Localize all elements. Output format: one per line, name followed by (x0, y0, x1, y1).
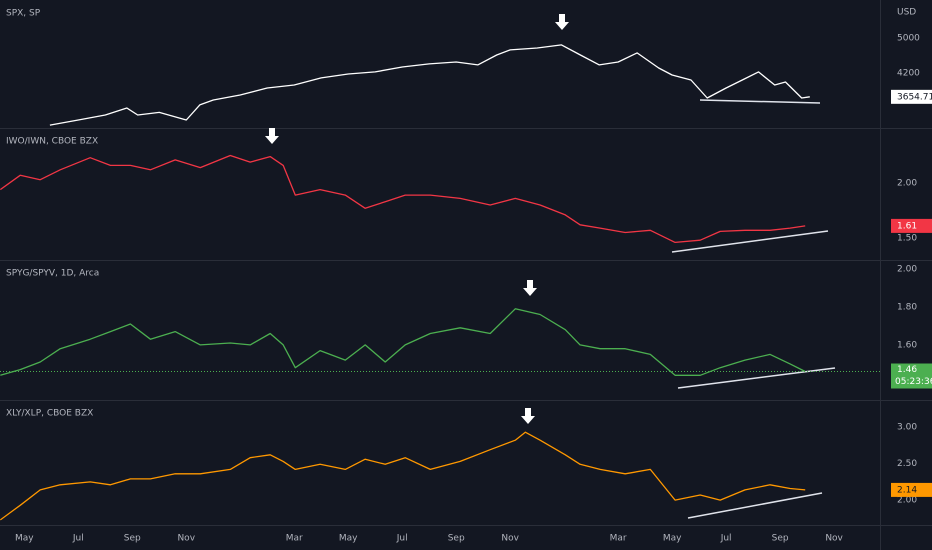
x-tick-label: Sep (448, 534, 465, 544)
arrows (265, 14, 569, 424)
last-value-label: 1.61 (897, 221, 917, 231)
trend-line (677, 367, 836, 389)
price-line (0, 431, 806, 521)
arrow (555, 14, 569, 30)
y-tick-label: 1.80 (897, 302, 917, 312)
panel-title: SPYG/SPYV, 1D, Arca (6, 269, 99, 279)
last-value-box (891, 363, 932, 389)
unit-label: USD (897, 8, 916, 18)
countdown: 05:23:36 (895, 377, 932, 387)
x-tick-label: Sep (124, 534, 141, 544)
x-tick-label: May (663, 534, 682, 544)
x-tick-label: Nov (177, 534, 195, 544)
last-value-box (891, 482, 932, 497)
y-tick-label: 2.00 (897, 264, 917, 274)
x-tick-label: Jul (72, 534, 84, 544)
last-value-label: 1.46 (897, 365, 917, 375)
trend-lines (671, 99, 836, 519)
price-line (49, 44, 810, 126)
x-tick-label: Jul (720, 534, 732, 544)
arrow (523, 280, 537, 296)
price-line (0, 154, 806, 244)
x-tick-label: Jul (396, 534, 408, 544)
last-value-label: 2.14 (897, 485, 917, 495)
y-tick-label: 3.00 (897, 423, 917, 433)
y-tick-label: 1.50 (897, 234, 917, 244)
trend-line (699, 99, 821, 104)
trend-line (671, 230, 829, 253)
x-tick-label: May (15, 534, 34, 544)
arrow (265, 128, 279, 144)
y-tick-label: 4200 (897, 68, 920, 78)
x-tick-label: May (339, 534, 358, 544)
x-tick-label: Mar (286, 534, 303, 544)
arrow (521, 408, 535, 424)
panel-title: SPX, SP (6, 9, 41, 19)
last-value-label: 3654.71 (897, 92, 932, 102)
x-tick-label: Nov (501, 534, 519, 544)
y-tick-label: 2.50 (897, 459, 917, 469)
panel-title: IWO/IWN, CBOE BZX (6, 137, 98, 147)
trend-line (687, 492, 823, 519)
last-value-box (891, 218, 932, 233)
y-tick-label: 2.00 (897, 496, 917, 506)
price-line (0, 308, 806, 376)
x-tick-label: Mar (610, 534, 627, 544)
y-tick-label: 1.60 (897, 340, 917, 350)
y-tick-label: 5000 (897, 33, 920, 43)
x-tick-label: Sep (772, 534, 789, 544)
y-tick-label: 2.00 (897, 179, 917, 189)
x-tick-label: Nov (825, 534, 843, 544)
panel-title: XLY/XLP, CBOE BZX (6, 409, 93, 419)
last-value-box (891, 89, 932, 104)
